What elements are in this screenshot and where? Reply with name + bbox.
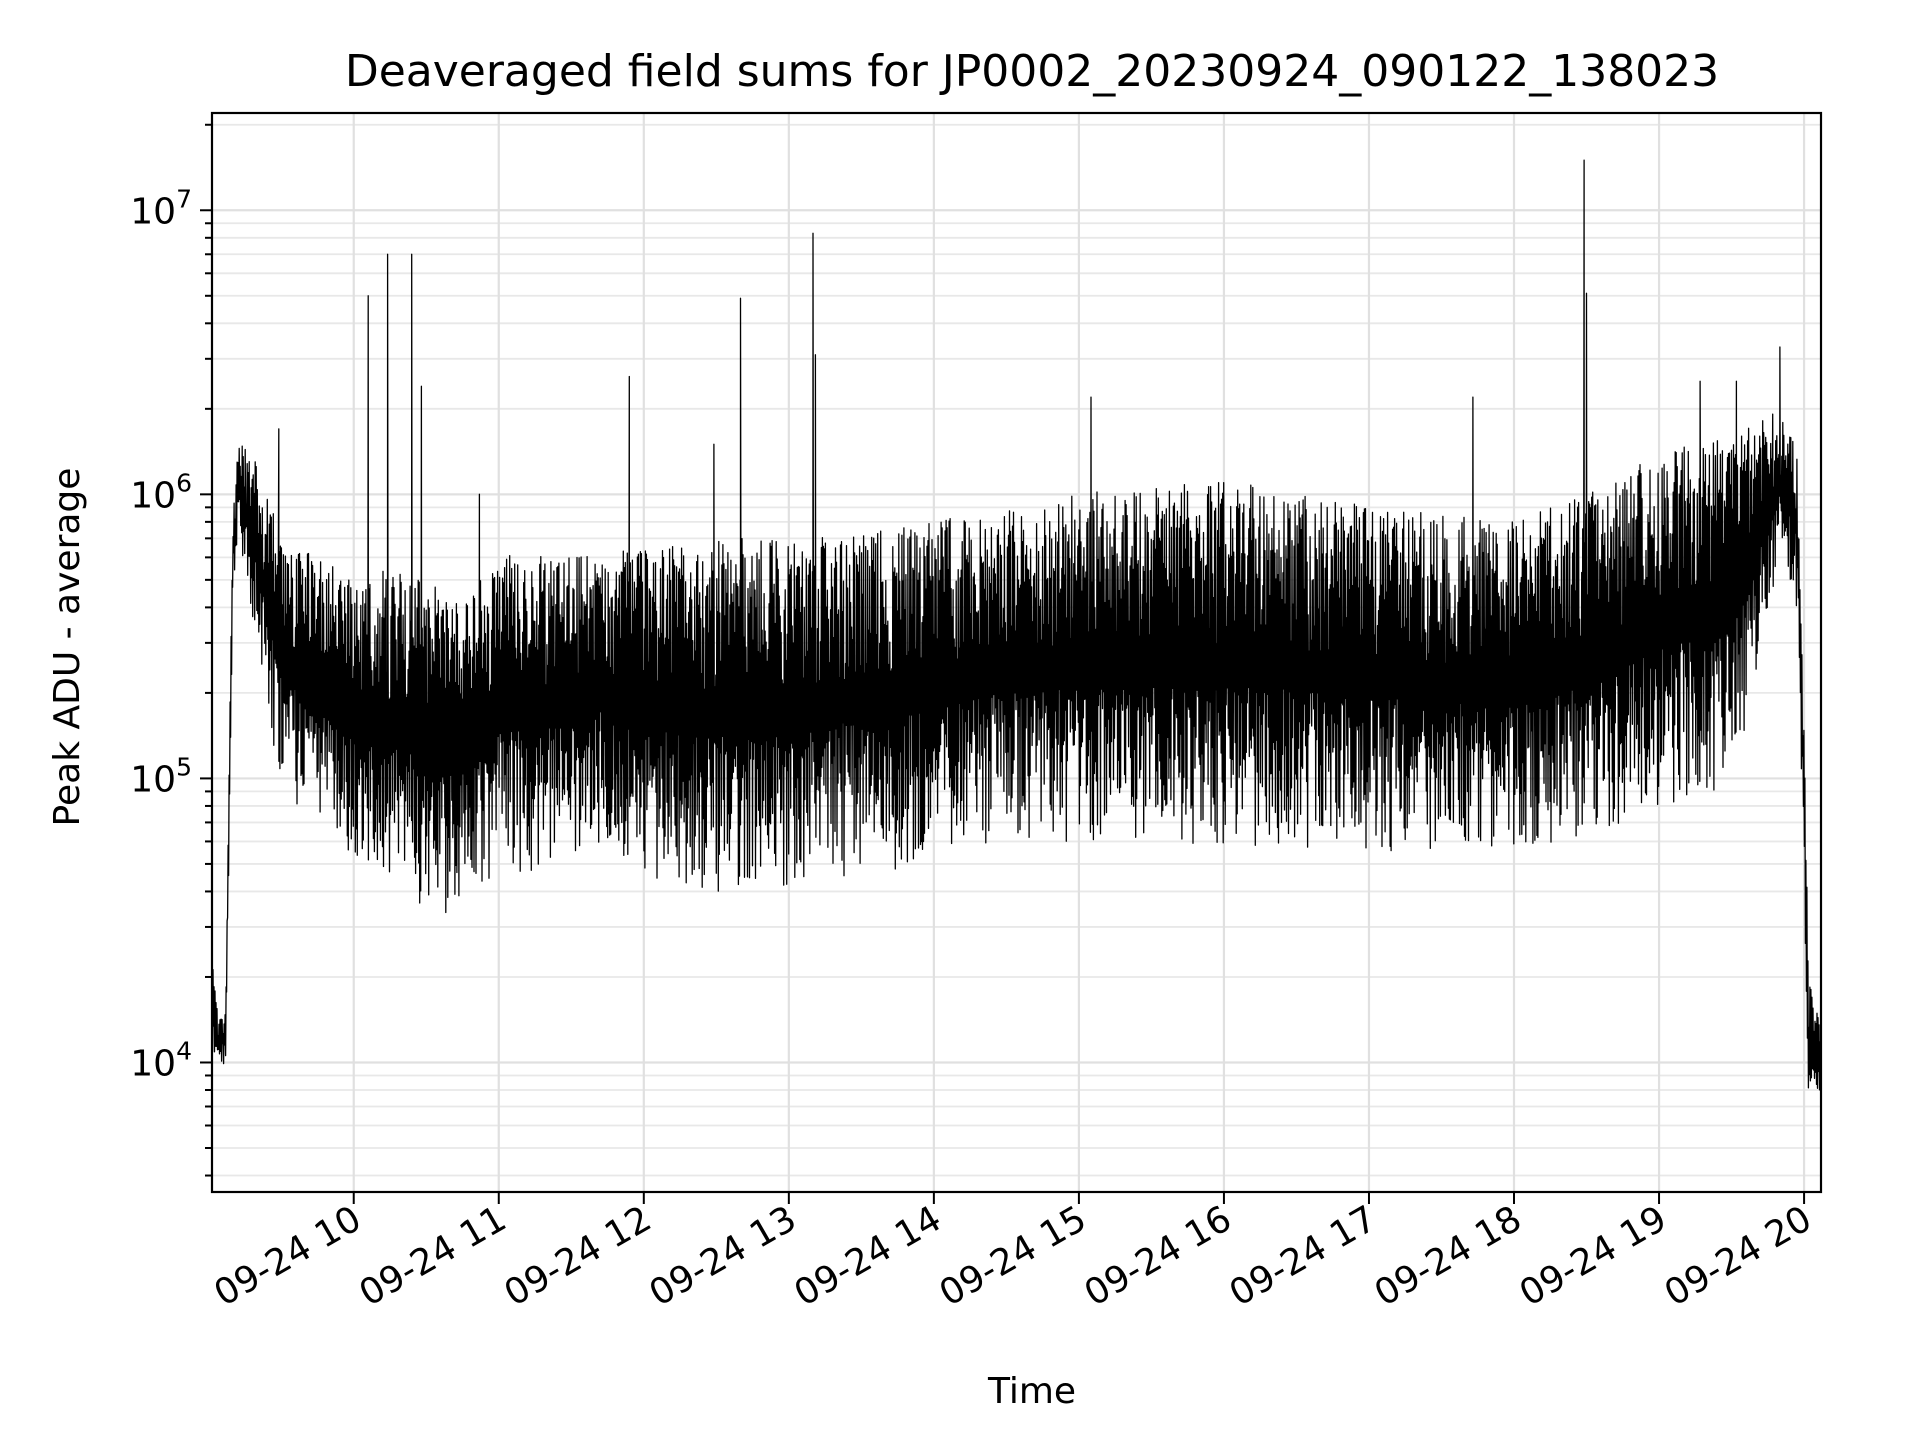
- chart-title: Deaveraged field sums for JP0002_2023092…: [345, 46, 1719, 97]
- x-tick-label: 09-24 19: [1513, 1198, 1674, 1314]
- x-tick-label: 09-24 15: [933, 1198, 1094, 1314]
- plot-frame: [210, 111, 1823, 1194]
- x-tick-label: 09-24 10: [208, 1198, 369, 1314]
- x-axis-label: Time: [987, 1371, 1076, 1412]
- x-tick-label: 09-24 17: [1223, 1198, 1384, 1314]
- x-tick-label: 09-24 16: [1078, 1198, 1239, 1314]
- series-line: [212, 159, 1821, 1091]
- y-tick-label: 107: [130, 184, 192, 232]
- y-tick-label: 106: [130, 468, 192, 516]
- x-tick-label: 09-24 13: [643, 1198, 804, 1314]
- x-tick-label: 09-24 14: [788, 1198, 949, 1314]
- grid-lines: [212, 113, 1821, 1192]
- x-tick-label: 09-24 12: [498, 1198, 659, 1314]
- x-tick-label: 09-24 20: [1658, 1198, 1819, 1314]
- x-tick-label: 09-24 11: [353, 1198, 514, 1314]
- plot-area: [212, 159, 1821, 1091]
- y-axis-label: Peak ADU - average: [47, 468, 88, 827]
- y-tick-label: 104: [130, 1036, 192, 1084]
- y-tick-label: 105: [130, 752, 192, 800]
- x-tick-label: 09-24 18: [1368, 1198, 1529, 1314]
